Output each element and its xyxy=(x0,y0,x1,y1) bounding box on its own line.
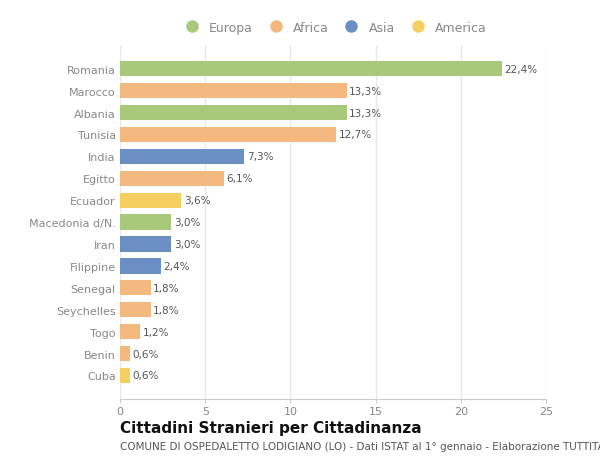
Bar xyxy=(120,149,244,165)
Bar xyxy=(120,62,502,77)
Bar xyxy=(120,106,347,121)
Text: 1,8%: 1,8% xyxy=(153,283,180,293)
Text: 6,1%: 6,1% xyxy=(227,174,253,184)
Bar xyxy=(120,237,171,252)
Text: 3,0%: 3,0% xyxy=(173,240,200,249)
Text: 0,6%: 0,6% xyxy=(133,370,159,381)
Bar xyxy=(120,280,151,296)
Text: 13,3%: 13,3% xyxy=(349,86,382,96)
Text: 7,3%: 7,3% xyxy=(247,152,274,162)
Bar xyxy=(120,259,161,274)
Text: Cittadini Stranieri per Cittadinanza: Cittadini Stranieri per Cittadinanza xyxy=(120,420,422,435)
Bar xyxy=(120,346,130,361)
Bar xyxy=(120,324,140,340)
Text: 13,3%: 13,3% xyxy=(349,108,382,118)
Text: 22,4%: 22,4% xyxy=(504,65,538,75)
Text: 1,8%: 1,8% xyxy=(153,305,180,315)
Bar xyxy=(120,215,171,230)
Text: 3,6%: 3,6% xyxy=(184,196,211,206)
Legend: Europa, Africa, Asia, America: Europa, Africa, Asia, America xyxy=(174,17,492,40)
Bar xyxy=(120,193,181,208)
Bar xyxy=(120,368,130,383)
Text: 12,7%: 12,7% xyxy=(339,130,372,140)
Text: 3,0%: 3,0% xyxy=(173,218,200,228)
Bar xyxy=(120,84,347,99)
Text: 1,2%: 1,2% xyxy=(143,327,170,337)
Text: COMUNE DI OSPEDALETTO LODIGIANO (LO) - Dati ISTAT al 1° gennaio - Elaborazione T: COMUNE DI OSPEDALETTO LODIGIANO (LO) - D… xyxy=(120,441,600,451)
Bar xyxy=(120,128,337,143)
Text: 2,4%: 2,4% xyxy=(163,261,190,271)
Text: 0,6%: 0,6% xyxy=(133,349,159,359)
Bar xyxy=(120,171,224,186)
Bar xyxy=(120,302,151,318)
